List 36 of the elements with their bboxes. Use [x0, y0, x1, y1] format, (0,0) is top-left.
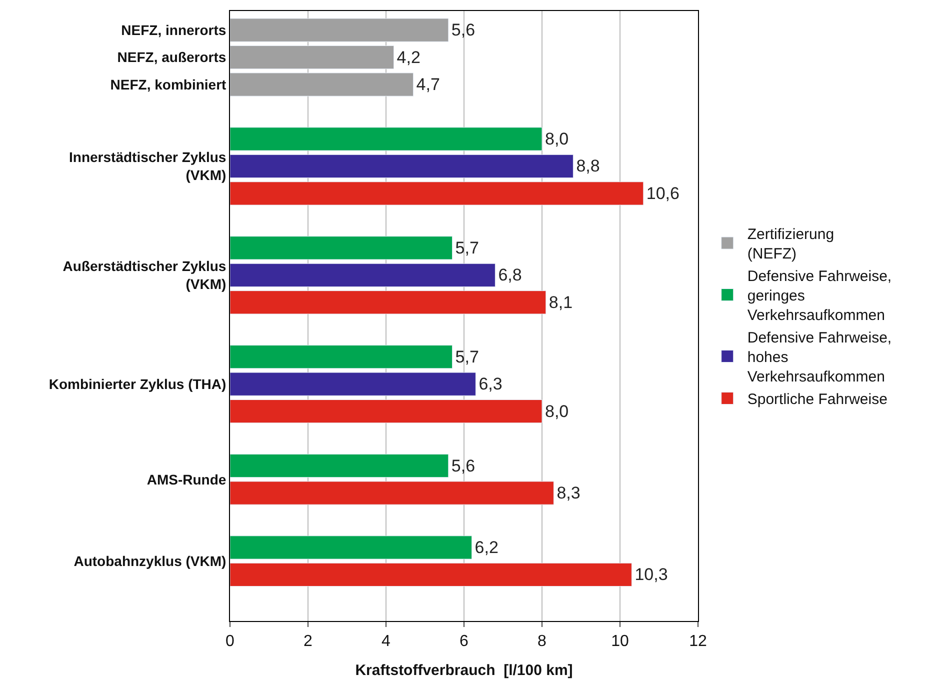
y-tick-label: Autobahnzyklus (VKM) — [74, 552, 226, 569]
data-label: 6,3 — [478, 374, 502, 394]
data-label: 5,6 — [451, 20, 476, 40]
data-label: 6,2 — [474, 538, 498, 557]
y-tick-label: Außerstädtischer Zyklus (VKM) — [62, 258, 226, 292]
y-tick-label: NEFZ, kombiniert — [110, 76, 227, 92]
y-tick-label: Innerstädtischer Zyklus (VKM) — [69, 149, 226, 184]
data-label: 8,0 — [545, 402, 569, 421]
x-tick-label: 2 — [304, 633, 313, 650]
data-label: 4,7 — [416, 75, 440, 94]
x-tick-label: 4 — [382, 633, 391, 650]
legend-label: Sportliche Fahrweise — [747, 391, 888, 408]
x-tick-label: 12 — [689, 633, 707, 650]
x-tick-label: 8 — [538, 633, 547, 650]
x-tick-label: 6 — [460, 633, 469, 650]
x-axis-title: Kraftstoffverbrauch [l/100 km] — [355, 662, 573, 680]
data-label: 8,0 — [545, 129, 569, 148]
data-label: 4,2 — [396, 48, 420, 67]
data-label: 8,1 — [548, 292, 573, 312]
data-label: 5,6 — [451, 456, 476, 476]
data-label: 10,3 — [634, 565, 668, 584]
data-label: 5,7 — [455, 238, 479, 258]
legend-label: Zertifizierung (NEFZ) — [747, 226, 834, 263]
legend-label: Defensive Fahrweise, geringes Verkehrsaufkommen — [747, 268, 892, 324]
legend-label: Defensive Fahrweise, hohes Verkehrsaufkommen — [747, 330, 892, 386]
x-tick-label: 10 — [611, 633, 629, 650]
y-tick-label: NEFZ, außerorts — [117, 49, 226, 66]
data-label: 8,3 — [556, 484, 580, 503]
y-tick-label: AMS-Runde — [146, 471, 226, 488]
data-label: 8,8 — [576, 156, 600, 176]
data-label: 5,7 — [455, 347, 479, 366]
y-tick-label: NEFZ, innerorts — [121, 22, 226, 38]
x-tick-label: 0 — [226, 633, 235, 650]
data-label: 6,8 — [498, 266, 522, 285]
data-label: 10,6 — [646, 184, 680, 203]
y-tick-label: Kombinierter Zyklus (THA) — [48, 376, 226, 392]
